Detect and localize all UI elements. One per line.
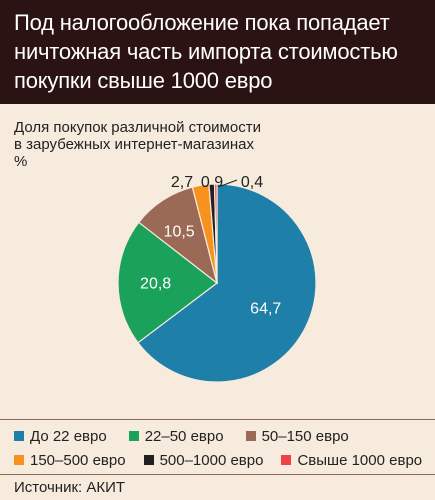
legend-row: 150–500 евро 500–1000 евро Свыше 1000 ев… [14, 448, 422, 472]
legend-row: До 22 евро 22–50 евро 50–150 евро [14, 424, 421, 448]
legend-swatch-3 [14, 455, 24, 465]
slice-label-2: 10,5 [164, 223, 195, 240]
slice-label-4: 0,9 [201, 174, 223, 191]
pie-slice-1 [117, 221, 218, 344]
title-line: покупки свыше 1000 евро [14, 68, 273, 93]
slice-label-5: 0,4 [241, 174, 263, 191]
legend-label-0: До 22 евро [30, 427, 107, 445]
title-line: ничтожная часть импорта стоимостью [14, 39, 398, 64]
legend-swatch-4 [143, 455, 154, 465]
chart-subtitle: Доля покупок различной стоимости в заруб… [14, 119, 334, 170]
source-note: Источник: АКИТ [0, 474, 435, 500]
legend-item-2: 50–150 евро [245, 427, 349, 445]
legend-item-1: 22–50 евро [128, 427, 224, 445]
slice-label-1: 20,8 [140, 276, 171, 293]
pie-chart: 64,7 20,8 10,5 2,7 0,9 0,4 [117, 174, 317, 383]
legend-label-1: 22–50 евро [144, 427, 224, 445]
slice-label-0: 64,7 [250, 300, 281, 317]
subtitle-unit: % [14, 153, 28, 170]
legend-swatch-2 [245, 431, 256, 441]
pie-slice-0 [137, 183, 317, 383]
legend-swatch-0 [14, 431, 24, 441]
header-banner: Под налогообложение пока попадает ничтож… [0, 0, 435, 104]
legend-label-3: 150–500 евро [30, 451, 126, 469]
title-line: Под налогообложение пока попадает [14, 10, 390, 35]
legend-label-4: 500–1000 евро [159, 451, 264, 469]
legend-label-2: 50–150 евро [261, 427, 349, 445]
legend-label-5: Свыше 1000 евро [297, 451, 423, 469]
slice-label-3: 2,7 [171, 174, 193, 191]
subtitle-line: Доля покупок различной стоимости [14, 119, 261, 136]
legend-swatch-1 [128, 431, 139, 441]
legend-swatch-5 [281, 455, 292, 465]
pie-slice-5 [213, 183, 218, 284]
leader-line [220, 179, 238, 187]
legend-item-0: До 22 евро [14, 428, 107, 445]
legend-item-4: 500–1000 евро [143, 451, 264, 469]
legend-item-3: 150–500 евро [14, 452, 126, 469]
legend: До 22 евро 22–50 евро 50–150 евро 150–50… [0, 419, 435, 472]
subtitle-line: в зарубежных интернет-магазинах [14, 136, 254, 153]
chart-title: Под налогообложение пока попадает ничтож… [14, 8, 421, 95]
legend-item-5: Свыше 1000 евро [281, 452, 422, 469]
